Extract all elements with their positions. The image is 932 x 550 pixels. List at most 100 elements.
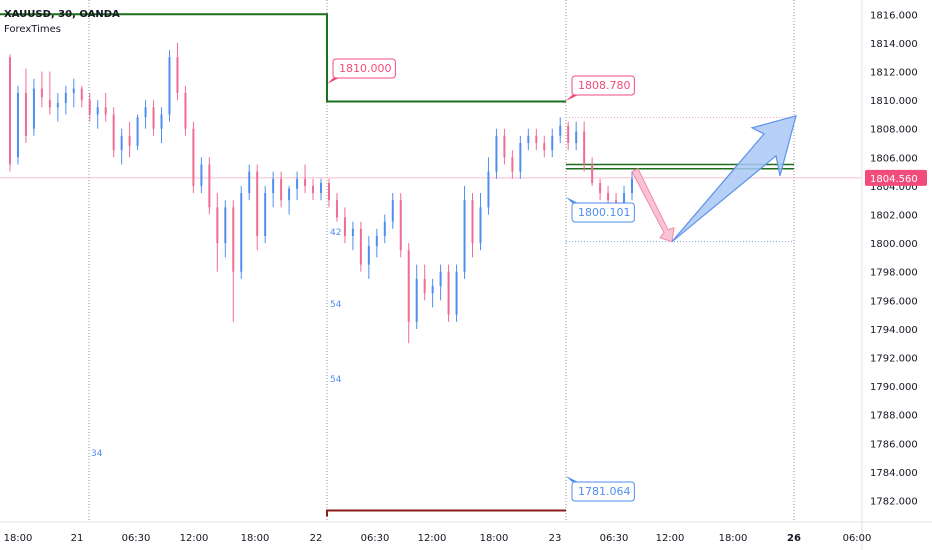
candle-body [288, 188, 291, 201]
candle-body [216, 207, 219, 244]
candle-body [232, 207, 235, 272]
candle-body [407, 250, 410, 322]
candle-body [96, 107, 99, 115]
candle-body [503, 135, 506, 158]
high-22-label-text: 1810.000 [339, 62, 392, 75]
price-tick-label: 1802.000 [870, 211, 918, 222]
low-23-label-box [571, 202, 635, 223]
candle-body [383, 221, 386, 236]
high-23-label: 1808.780 [566, 75, 635, 101]
candle-body [48, 100, 51, 108]
time-tick-label: 18:00 [241, 533, 270, 544]
down-projection-arrow [631, 167, 675, 243]
small-fib-label: 54 [330, 375, 342, 385]
price-tick-label: 1796.000 [870, 296, 918, 307]
candle-body [112, 114, 115, 151]
high-22-label: 1810.000 [327, 58, 396, 84]
high-23-label-pointer [566, 95, 578, 101]
candle-body [431, 286, 434, 294]
candle-body [32, 88, 35, 129]
source-label: ForexTimes [4, 24, 61, 35]
annotation-labels: 1810.000 1808.780 1800.101 1781.064 42 54 54 34 [91, 58, 635, 502]
candle-body [623, 193, 626, 208]
candle-body [447, 271, 450, 315]
price-tick-label: 1808.000 [870, 125, 918, 136]
candle-body [327, 183, 330, 201]
candle-body [144, 107, 147, 118]
time-tick-label: 06:30 [600, 533, 629, 544]
candle-body [519, 143, 522, 172]
price-tick-label: 1810.000 [870, 96, 918, 107]
candle-body [343, 217, 346, 236]
time-tick-label: 12:00 [418, 533, 447, 544]
time-tick-label: 18:00 [480, 533, 509, 544]
time-tick-label: 26 [787, 533, 801, 544]
candle-body [320, 183, 322, 194]
candle-body [88, 100, 91, 115]
candle-body [455, 271, 458, 315]
candle-body [296, 178, 299, 189]
candle-body [248, 171, 251, 194]
candle-body [631, 178, 633, 194]
candle-body [527, 135, 530, 144]
candle-body [583, 131, 586, 165]
candle-body [272, 178, 275, 194]
price-tick-label: 1782.000 [870, 497, 918, 508]
time-tick-label: 12:00 [656, 533, 685, 544]
candle-body [168, 57, 171, 115]
current-price-badge [865, 169, 927, 186]
price-tick-label: 1800.000 [870, 239, 918, 250]
projection-drawings [631, 114, 797, 243]
candle-body [120, 135, 123, 151]
candle-body [200, 164, 203, 186]
candle-body [495, 135, 498, 172]
candle-body [24, 92, 27, 136]
price-tick-label: 1816.000 [870, 10, 918, 21]
candle-body [391, 200, 394, 222]
candle-body [367, 245, 370, 265]
candle-body [56, 102, 59, 108]
time-tick-label: 23 [549, 533, 562, 544]
price-tick-label: 1794.000 [870, 325, 918, 336]
candle-body [136, 117, 139, 146]
candle-body [192, 128, 195, 186]
candle-body [375, 235, 378, 246]
candle-body [423, 278, 426, 294]
candle-body [64, 92, 67, 103]
candle-body [351, 228, 354, 236]
candle-body [487, 171, 490, 208]
candle-body [240, 193, 243, 272]
small-fib-label: 54 [330, 300, 342, 310]
low-bottom-label-pointer [566, 476, 578, 482]
price-axis: 1816.000 1814.000 1812.000 1810.000 1808.000… [861, 0, 927, 550]
candle-body [479, 207, 482, 244]
candle-body [264, 193, 267, 236]
candle-body [16, 92, 19, 158]
time-tick-label: 12:00 [180, 533, 209, 544]
candle-body [591, 164, 594, 184]
time-tick-label: 06:00 [843, 533, 872, 544]
candle-body [415, 278, 418, 322]
symbol-title: XAUUSD, 30, OANDA [4, 9, 120, 20]
candle-body [40, 88, 43, 98]
candle-body [160, 114, 163, 129]
candle-body [551, 135, 554, 151]
low-23-label: 1800.101 [566, 197, 635, 223]
price-tick-label: 1814.000 [870, 39, 918, 50]
price-tick-label: 1784.000 [870, 468, 918, 479]
candle-body [128, 135, 131, 146]
candle-body [256, 171, 259, 236]
time-tick-label: 18:00 [4, 533, 33, 544]
price-tick-label: 1806.000 [870, 153, 918, 164]
candle-body [607, 193, 610, 201]
candle-body [599, 183, 602, 194]
candle-body [152, 107, 155, 129]
resistance-line [0, 13, 566, 103]
candle-body [567, 125, 570, 144]
price-tick-label: 1812.000 [870, 68, 918, 79]
candle-body [543, 143, 546, 151]
grid [88, 0, 795, 522]
small-fib-label: 34 [91, 449, 103, 459]
high-23-label-box [571, 75, 635, 96]
